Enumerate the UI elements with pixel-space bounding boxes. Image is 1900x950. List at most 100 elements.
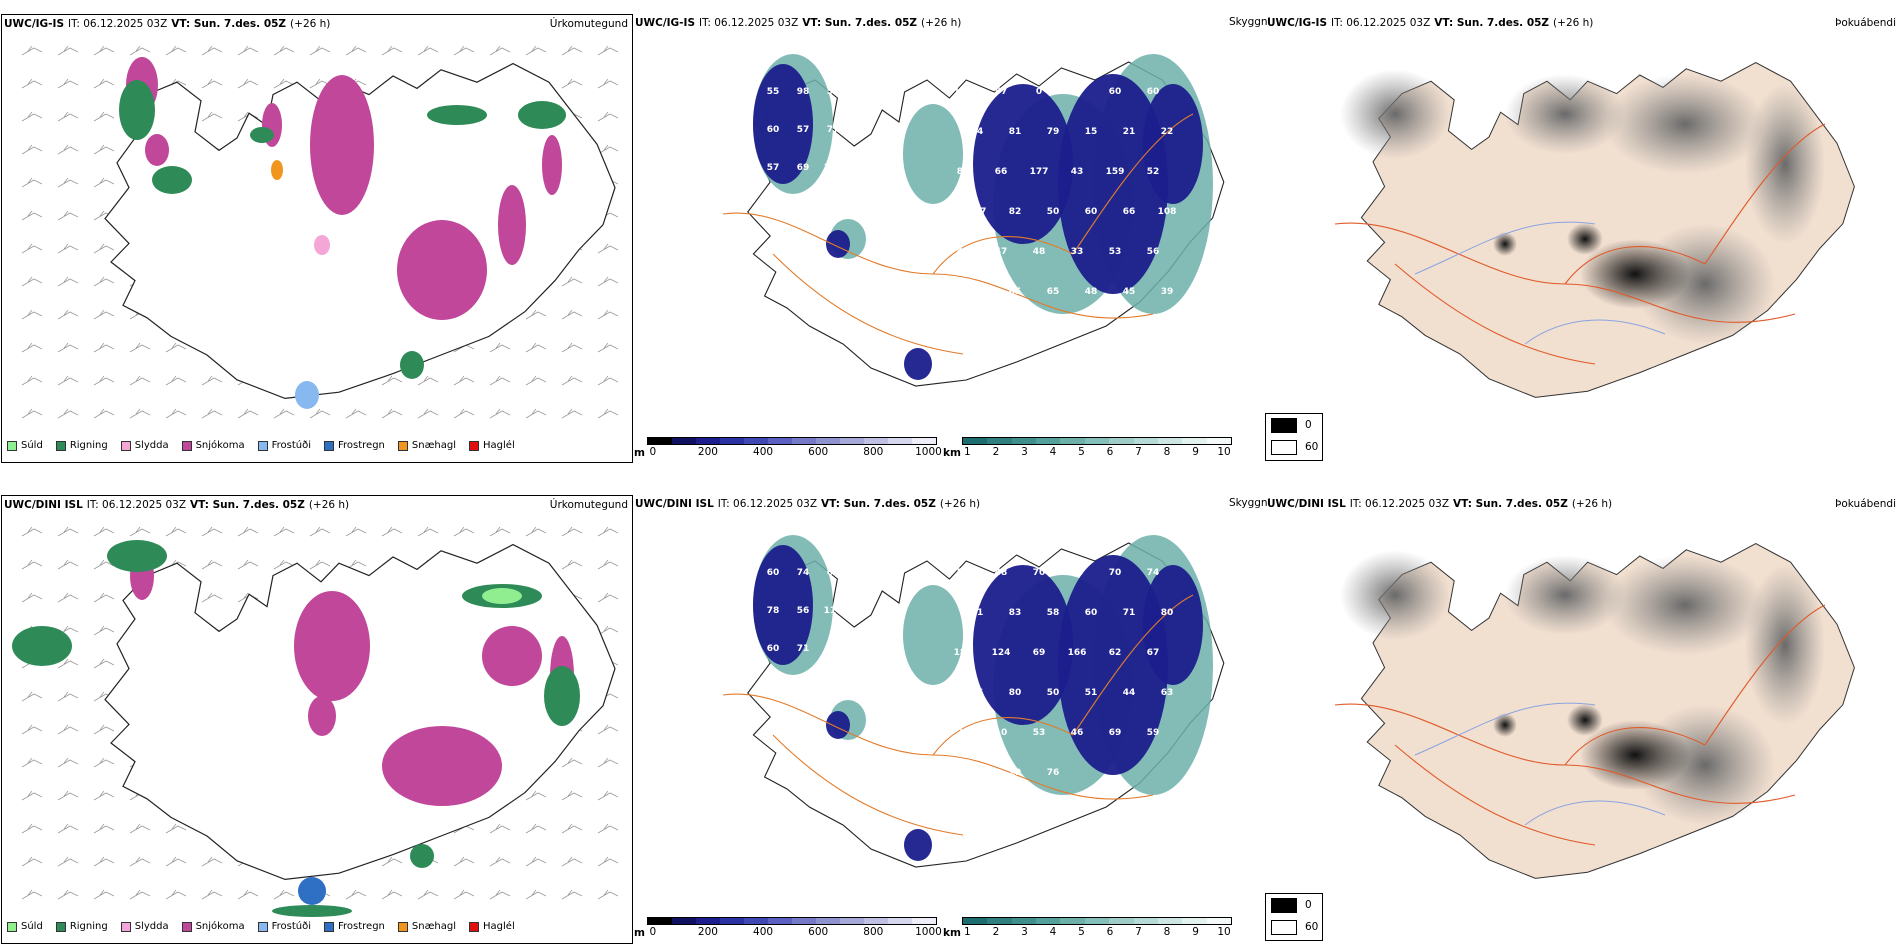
ceiling-label: 80 [1161,608,1174,618]
legend-swatch [7,440,17,451]
wind-barb [237,526,259,537]
colorbar-tick: 1000 [915,926,942,938]
wind-barb [129,823,151,834]
ceiling-label: 101 [954,87,973,97]
wind-barb [561,856,583,867]
legend-swatch [469,921,480,932]
wind-barb [57,658,79,669]
wind-barb [597,276,619,287]
ceiling-label: 51 [1085,688,1098,698]
ceiling-label: 56 [1071,568,1084,578]
colorbar-segment [1036,438,1061,444]
wind-barb [237,408,259,419]
wind-barb [21,210,43,221]
wind-barb [597,144,619,155]
wind-barb [129,889,151,900]
road [932,717,1074,756]
fog-key: 0 60 [1265,413,1323,461]
river [1524,319,1666,345]
drizzle-area [482,588,522,604]
valid-time: VT: Sun. 7.des. 05Z [1434,17,1550,29]
wind-barb [57,559,79,570]
colorbar-tick: 0 [649,926,657,938]
wind-barb [93,111,115,122]
wind-barb [57,78,79,89]
legend-item: Haglél [469,440,515,451]
ceiling-label: 60 [1147,87,1160,97]
wind-barb [561,276,583,287]
legend-swatch [397,921,408,932]
wind-barb [597,889,619,900]
wind-barb [93,177,115,188]
ceiling-label: 83 [957,167,970,177]
ceiling-label: 56 [971,688,984,698]
wind-barb [165,342,187,353]
cloud-ceiling-area [1058,74,1168,294]
rain-area [544,666,580,726]
model-name: UWC/IG-IS [1267,17,1328,29]
wind-barb [489,856,511,867]
wind-barb [201,111,223,122]
lead-time: (+26 h) [1571,498,1613,510]
wind-barb [525,375,547,386]
wind-barb [345,559,367,570]
wind-barb [93,625,115,636]
wind-barb [525,790,547,801]
panel-title: Úrkomutegund [549,18,628,30]
wind-barb [21,243,43,254]
ceiling-label: 22 [1161,127,1174,137]
wind-barb [93,790,115,801]
wind-barb [93,45,115,56]
legend-item: Snæhagl [397,440,456,451]
wind-barb [489,45,511,56]
legend-swatch [55,921,66,932]
iceland-coastline [104,543,616,881]
wind-barb [93,342,115,353]
ceiling-label: 60 [1109,87,1122,97]
colorbar-segment [864,438,888,444]
wind-barb [129,375,151,386]
ceiling-label: 177 [1030,167,1049,177]
colorbar-tick: 400 [753,446,774,458]
visibility-panel-bottom: UWC/DINI ISL IT: 06.12.2025 03Z VT: Sun.… [633,495,1265,944]
wind-barb [561,342,583,353]
road [772,734,964,836]
wind-barb [21,724,43,735]
fog-areas [1340,550,1825,825]
wind-barb [93,757,115,768]
ceiling-label: 117 [968,207,987,217]
colorbar-segment [864,918,888,924]
wind-barb [525,856,547,867]
colorbar-segment [987,918,1012,924]
colorbar-tick: 5 [1078,446,1085,458]
colorbar-segment [1011,438,1037,444]
fog-key-dark: 0 [1266,414,1322,436]
visibility-map: 58 48 70 56 70 74 91 83 58 60 71 80 188 124 69 166 62 67 5… [722,535,1225,868]
wind-barb [93,78,115,89]
wind-barb [57,592,79,603]
wind-barb [417,526,439,537]
wind-barb [453,375,475,386]
ceiling-label-west: 69 [797,163,810,173]
wind-barb [165,889,187,900]
precip-legend: Súld Rigning Slydda Snjókoma Frostúði Frostre… [7,440,528,451]
ceiling-label-west: 69 [827,568,840,578]
ceiling-labels: 101 57 0 69 60 60 94 81 79 15 21 22 83 66 177 43 159 52 11… [767,87,1177,297]
colorbar-segment [696,438,720,444]
ceiling-label: 69 [1109,728,1122,738]
wind-barb [165,823,187,834]
ceiling-label: 29 [1009,768,1022,778]
ceiling-label: 58 [957,568,970,578]
wind-barb [489,375,511,386]
wind-barb [597,342,619,353]
wind-barb [273,559,295,570]
colorbar-tick: 10 [1217,926,1231,938]
cloud-ceiling-area [753,545,813,665]
fog-key-light: 60 [1266,436,1322,458]
panel-header: UWC/IG-IS IT: 06.12.2025 03Z VT: Sun. 7.… [635,17,1261,29]
colorbar-segment [1060,438,1085,444]
colorbar-tick: 3 [1021,926,1028,938]
colorbar-tick: 4 [1049,926,1057,938]
wind-barb [93,856,115,867]
lead-time: (+26 h) [1553,17,1594,29]
